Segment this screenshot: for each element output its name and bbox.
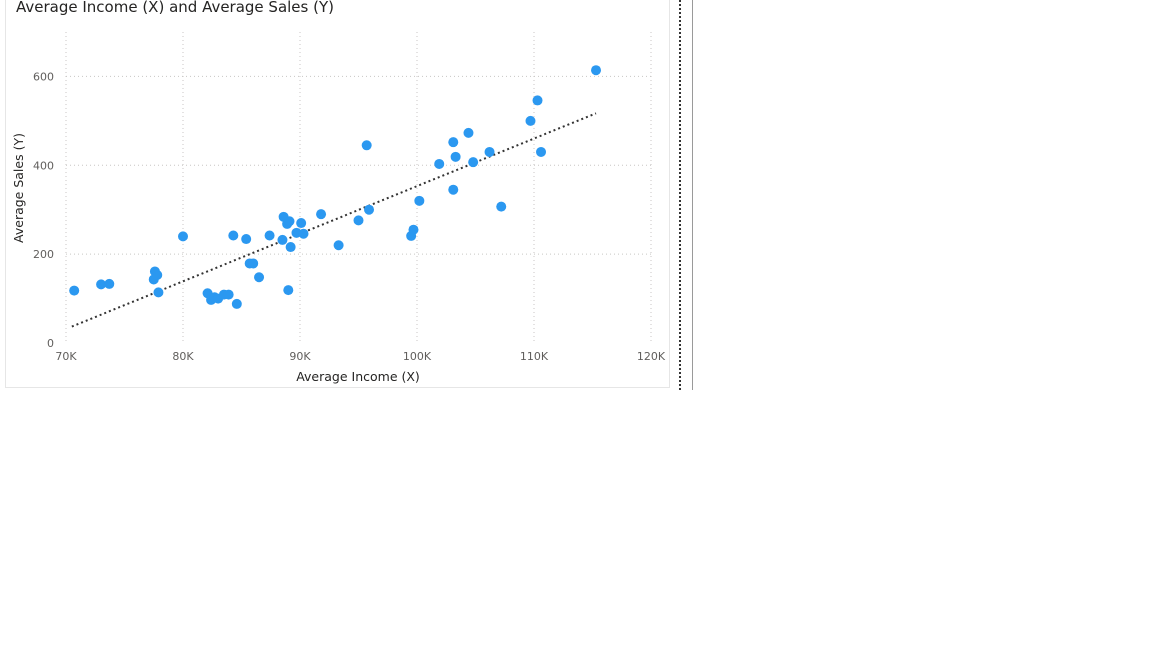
data-point[interactable] — [525, 115, 536, 126]
data-point[interactable] — [333, 240, 344, 251]
data-point[interactable] — [450, 151, 461, 162]
data-point[interactable] — [284, 216, 295, 227]
x-tick-label: 110K — [520, 350, 549, 363]
data-point[interactable] — [264, 230, 275, 241]
data-point[interactable] — [353, 215, 364, 226]
axis-ticks: 70K 80K 90K 100K 110K 120K 0 200 400 600 — [33, 70, 666, 363]
data-point[interactable] — [448, 137, 459, 148]
data-point[interactable] — [285, 242, 296, 253]
data-point[interactable] — [104, 278, 115, 289]
data-point[interactable] — [414, 195, 425, 206]
y-tick-label: 0 — [47, 337, 54, 350]
x-tick-label: 80K — [172, 350, 194, 363]
scatter-chart: 70K 80K 90K 100K 110K 120K 0 200 400 600 Average … — [11, 32, 666, 384]
x-tick-label: 100K — [403, 350, 432, 363]
data-point[interactable] — [434, 158, 445, 169]
data-point[interactable] — [178, 231, 188, 242]
x-tick-label: 90K — [289, 350, 311, 363]
data-point[interactable] — [364, 204, 375, 215]
data-point[interactable] — [153, 287, 164, 298]
data-point[interactable] — [254, 272, 265, 283]
y-tick-label: 600 — [33, 70, 54, 83]
data-point[interactable] — [448, 184, 459, 195]
data-point[interactable] — [248, 258, 259, 269]
data-points — [69, 65, 602, 309]
data-point[interactable] — [536, 146, 547, 157]
data-point[interactable] — [316, 209, 327, 220]
trend-line-layer — [71, 112, 597, 328]
page-divider-dotted — [679, 0, 681, 390]
data-point[interactable] — [152, 270, 163, 281]
scatter-chart-visual[interactable]: Average Income (X) and Average Sales (Y)… — [5, 0, 670, 388]
data-point[interactable] — [296, 218, 307, 229]
x-tick-label: 120K — [637, 350, 666, 363]
data-point[interactable] — [96, 279, 107, 290]
y-tick-label: 400 — [33, 159, 54, 172]
data-point[interactable] — [484, 146, 495, 157]
grid-lines — [65, 32, 652, 343]
x-axis-title: Average Income (X) — [296, 369, 420, 384]
y-axis-title: Average Sales (Y) — [11, 133, 26, 243]
x-tick-label: 70K — [55, 350, 77, 363]
data-point[interactable] — [223, 289, 234, 300]
data-point[interactable] — [283, 285, 294, 296]
data-point[interactable] — [463, 127, 474, 138]
data-point[interactable] — [408, 224, 419, 235]
data-point[interactable] — [298, 228, 309, 239]
data-point[interactable] — [468, 157, 479, 168]
data-point[interactable] — [496, 201, 507, 212]
data-point[interactable] — [591, 65, 602, 76]
y-tick-label: 200 — [33, 248, 54, 261]
data-point[interactable] — [228, 230, 239, 241]
data-point[interactable] — [231, 298, 242, 309]
data-point[interactable] — [532, 95, 543, 106]
chart-title: Average Income (X) and Average Sales (Y) — [16, 0, 334, 16]
data-point[interactable] — [277, 234, 288, 245]
page-divider — [692, 0, 693, 390]
data-point[interactable] — [69, 285, 80, 296]
data-point[interactable] — [241, 234, 252, 245]
data-point[interactable] — [361, 140, 372, 151]
trend-line — [71, 112, 597, 328]
